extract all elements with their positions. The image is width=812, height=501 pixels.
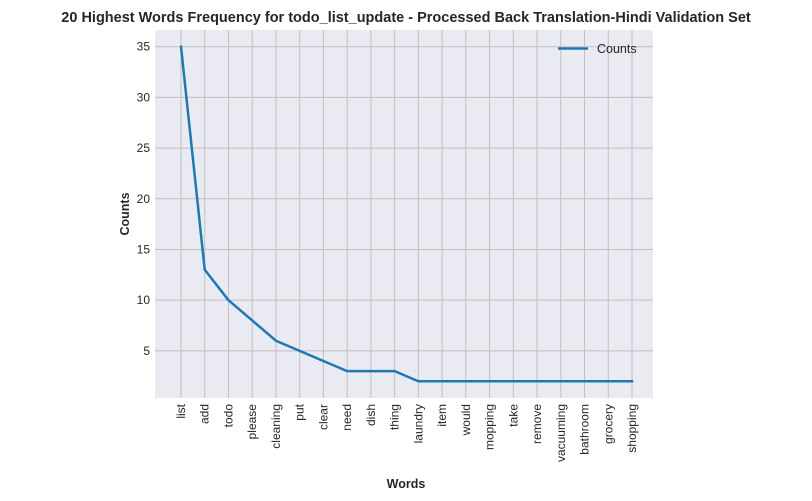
x-tick-label: cleaning — [269, 404, 283, 449]
y-tick-label: 5 — [143, 344, 150, 358]
y-tick-label: 10 — [137, 293, 151, 307]
x-tick-label: bathroom — [578, 404, 592, 455]
y-axis-label: Counts — [118, 192, 132, 235]
x-tick-label: dish — [364, 404, 378, 426]
x-tick-label: thing — [388, 404, 402, 430]
x-tick-label: put — [293, 403, 307, 420]
x-tick-label: laundry — [411, 404, 425, 443]
x-tick-label: mopping — [483, 404, 497, 450]
x-tick-label: add — [198, 404, 212, 424]
x-tick-labels: list add todo please cleaning put clear need dis… — [174, 403, 639, 462]
y-tick-label: 35 — [137, 40, 151, 54]
y-tick-label: 15 — [137, 242, 151, 256]
legend-label-counts: Counts — [597, 42, 637, 56]
x-tick-label: take — [506, 404, 520, 427]
chart-title: 20 Highest Words Frequency for todo_list… — [61, 10, 751, 26]
legend: Counts — [558, 42, 637, 56]
y-tick-label: 25 — [137, 141, 151, 155]
series-layer — [179, 45, 634, 383]
y-tick-label: 30 — [137, 90, 151, 104]
y-tick-labels: 5 10 15 20 25 30 35 — [137, 40, 151, 358]
x-tick-label: todo — [221, 404, 235, 428]
y-tick-label: 20 — [137, 192, 151, 206]
x-tick-label: list — [174, 403, 188, 418]
x-tick-label: need — [340, 404, 354, 431]
x-tick-label: remove — [530, 404, 544, 444]
x-tick-label: would — [459, 404, 473, 436]
x-tick-label: grocery — [601, 404, 615, 444]
series-line-counts — [179, 45, 634, 383]
x-tick-label: item — [435, 404, 449, 427]
gridlines — [155, 30, 653, 398]
x-tick-label: shopping — [625, 404, 639, 453]
plot-area — [155, 30, 653, 398]
x-tick-label: vacuuming — [554, 404, 568, 462]
x-tick-label: clear — [316, 404, 330, 430]
x-tick-label: please — [245, 404, 259, 440]
x-axis-label: Words — [387, 477, 426, 491]
